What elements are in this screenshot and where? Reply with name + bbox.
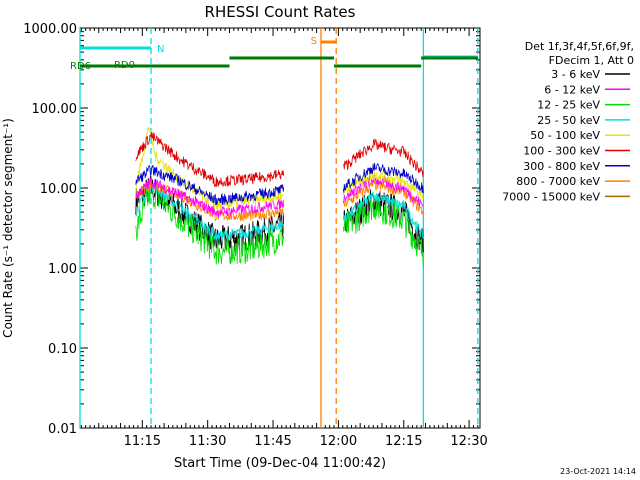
y-tick-label: 0.01 bbox=[48, 422, 77, 437]
x-tick-label: 12:15 bbox=[385, 434, 422, 449]
series-line bbox=[342, 191, 424, 239]
series-line bbox=[342, 173, 424, 207]
x-tick-label: 12:30 bbox=[450, 434, 487, 449]
legend-entry: 100 - 300 keV bbox=[523, 145, 600, 158]
series-line bbox=[135, 180, 285, 222]
x-tick-label: 11:45 bbox=[254, 434, 291, 449]
series-line bbox=[343, 138, 424, 177]
date-stamp: 23-Oct-2021 14:14 bbox=[560, 467, 636, 476]
y-axis: 0.01 0.10 1.00 10.00 100.00 1000.00 bbox=[23, 22, 480, 437]
x-tick-label: 11:30 bbox=[189, 434, 226, 449]
y-tick-label: 10.00 bbox=[40, 182, 77, 197]
legend: Det 1f,3f,4f,5f,6f,9f, FDecim 1, Att 0 3… bbox=[502, 40, 634, 203]
y-tick-label: 1000.00 bbox=[23, 22, 77, 37]
legend-entry: 800 - 7000 keV bbox=[516, 175, 600, 188]
flag-label: S bbox=[311, 36, 317, 47]
series-line bbox=[342, 194, 424, 268]
series-line bbox=[135, 182, 285, 265]
x-tick-label: 12:00 bbox=[320, 434, 357, 449]
y-tick-label: 100.00 bbox=[32, 102, 78, 117]
series-line bbox=[135, 132, 285, 188]
flag-bars: NRD0RD6S bbox=[70, 36, 478, 72]
legend-header-line-2: FDecim 1, Att 0 bbox=[549, 54, 634, 67]
legend-entry: 7000 - 15000 keV bbox=[502, 190, 600, 203]
series-lines bbox=[135, 127, 424, 268]
series-line bbox=[135, 176, 285, 218]
legend-entry: 6 - 12 keV bbox=[544, 83, 600, 96]
series-line bbox=[342, 162, 424, 194]
flag-label: N bbox=[157, 44, 164, 55]
legend-entry: 50 - 100 keV bbox=[530, 129, 600, 142]
x-axis: 11:15 11:30 11:45 12:00 12:15 12:30 bbox=[80, 28, 488, 449]
chart-title: RHESSI Count Rates bbox=[205, 3, 356, 21]
y-axis-label: Count Rate (s⁻¹ detector segment⁻¹) bbox=[1, 118, 15, 338]
legend-entry: 3 - 6 keV bbox=[551, 68, 600, 81]
legend-entry: 300 - 800 keV bbox=[523, 160, 600, 173]
x-tick-label: 11:15 bbox=[124, 434, 161, 449]
series-line bbox=[135, 179, 285, 242]
legend-entry: 25 - 50 keV bbox=[537, 114, 600, 127]
series-line bbox=[135, 164, 285, 206]
x-axis-label: Start Time (09-Dec-04 11:00:42) bbox=[174, 456, 386, 471]
legend-entry: 12 - 25 keV bbox=[537, 99, 600, 112]
y-tick-label: 0.10 bbox=[48, 342, 77, 357]
y-tick-label: 1.00 bbox=[48, 262, 77, 277]
series-line bbox=[342, 170, 424, 200]
vertical-markers bbox=[79, 28, 479, 428]
legend-header-line-1: Det 1f,3f,4f,5f,6f,9f, bbox=[525, 40, 634, 53]
flag-label: RD6 bbox=[70, 61, 91, 72]
